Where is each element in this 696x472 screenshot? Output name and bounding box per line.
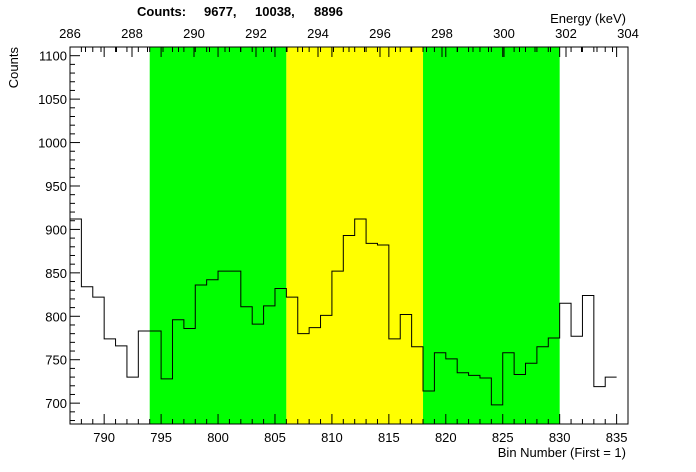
counts-header-value-right: 8896: [314, 4, 343, 19]
y-tick-label: 1050: [38, 92, 67, 107]
x-axis-title: Bin Number (First = 1): [498, 445, 626, 460]
x-tick-label: 835: [606, 430, 628, 445]
x-tick-label: 790: [93, 430, 115, 445]
top-tick-label: 304: [617, 26, 639, 41]
x-tick-label: 815: [378, 430, 400, 445]
top-tick-label: 288: [121, 26, 143, 41]
top-tick-label: 302: [555, 26, 577, 41]
top-tick-label: 298: [431, 26, 453, 41]
x-tick-label: 810: [321, 430, 343, 445]
top-axis-title: Energy (keV): [550, 11, 626, 26]
top-tick-label: 290: [183, 26, 205, 41]
y-tick-label: 850: [45, 266, 67, 281]
y-tick-label: 950: [45, 179, 67, 194]
x-tick-label: 805: [264, 430, 286, 445]
y-tick-label: 1000: [38, 136, 67, 151]
x-tick-label: 820: [435, 430, 457, 445]
top-tick-label: 300: [493, 26, 515, 41]
ticks-layer: 790 795 800 805 810 815 820 825 830 835 700 750 800 8…: [38, 26, 639, 445]
x-tick-label: 795: [150, 430, 172, 445]
x-tick-label: 800: [207, 430, 229, 445]
counts-header-value-peak: 10038,: [255, 4, 295, 19]
y-tick-label: 1100: [39, 49, 67, 64]
top-tick-label: 296: [369, 26, 391, 41]
histogram-step-line: [70, 218, 617, 406]
y-tick-label: 700: [45, 396, 67, 411]
x-tick-label: 830: [549, 430, 571, 445]
region-background-left: [149, 47, 287, 424]
y-tick-label: 900: [45, 222, 67, 237]
counts-header-label: Counts:: [137, 4, 186, 19]
y-axis-title: Counts: [6, 47, 21, 89]
top-tick-label: 292: [245, 26, 267, 41]
y-tick-label: 750: [45, 353, 67, 368]
top-tick-label: 294: [307, 26, 329, 41]
x-tick-label: 825: [492, 430, 514, 445]
counts-header-value-left: 9677,: [204, 4, 237, 19]
region-background-right: [423, 47, 560, 424]
top-tick-label: 286: [59, 26, 81, 41]
y-tick-label: 800: [45, 309, 67, 324]
